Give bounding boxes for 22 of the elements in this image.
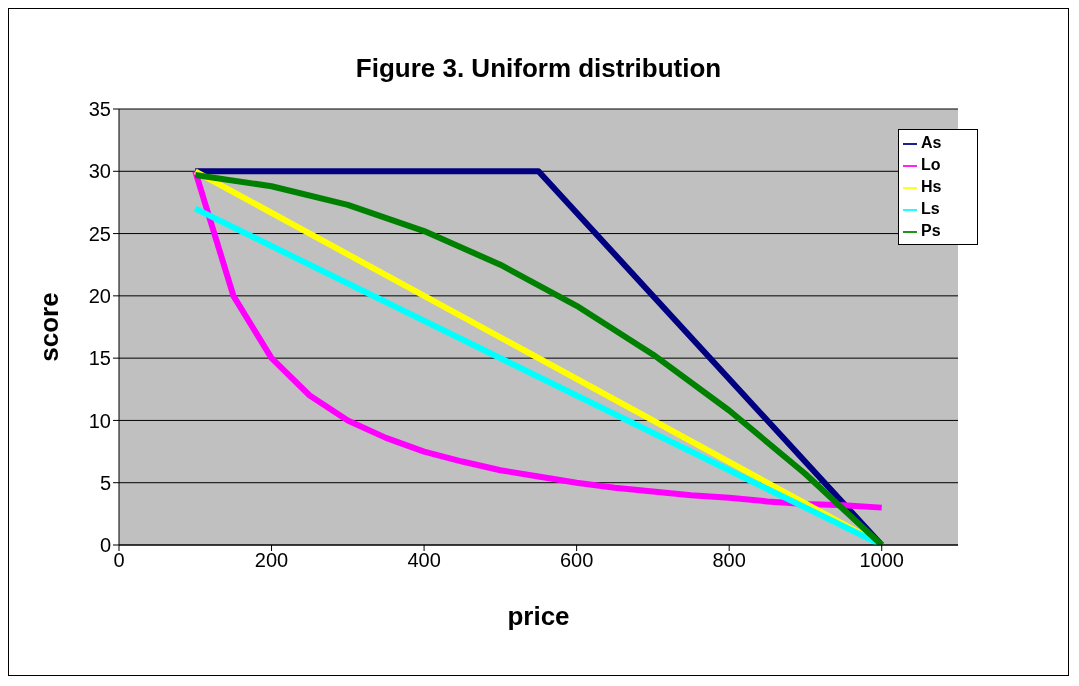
y-tick-label: 35 xyxy=(88,98,111,121)
y-axis-title: score xyxy=(34,292,65,362)
x-axis-title: price xyxy=(507,601,570,631)
legend-label: Hs xyxy=(921,178,942,195)
y-tick-label: 25 xyxy=(88,222,111,245)
x-tick-label: 600 xyxy=(559,549,594,572)
x-tick-label: 1000 xyxy=(859,549,904,572)
y-tick-label: 30 xyxy=(88,160,111,183)
x-tick-label: 400 xyxy=(407,549,441,572)
y-tick-label: 15 xyxy=(88,347,111,370)
y-tick-label: 5 xyxy=(99,471,111,494)
x-tick-label: 800 xyxy=(712,549,746,572)
legend-label: As xyxy=(921,134,942,151)
chart-title: Figure 3. Uniform distribution xyxy=(354,53,723,84)
legend-label: Ls xyxy=(921,200,940,217)
y-tick-label: 10 xyxy=(88,409,111,432)
legend-label: Ps xyxy=(921,222,941,239)
y-tick-label: 20 xyxy=(88,284,111,307)
x-tick-label: 200 xyxy=(254,549,289,572)
x-tick-label: 0 xyxy=(113,549,125,572)
legend-label: Lo xyxy=(921,156,941,173)
y-tick-label: 0 xyxy=(99,534,111,557)
